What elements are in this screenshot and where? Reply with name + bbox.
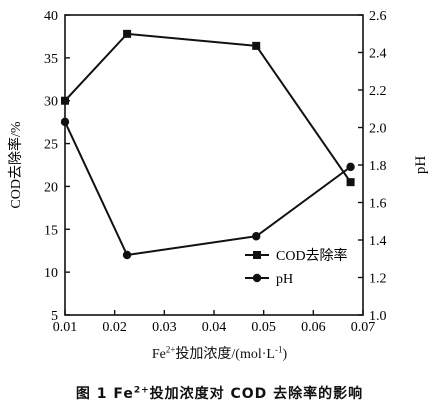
y-right-tick-label: 2.0 [369, 122, 387, 137]
y-right-tick-label: 1.4 [369, 234, 387, 249]
cod-removal-point [252, 41, 261, 50]
y-right-tick-label: 1.0 [369, 309, 387, 324]
cod-removal-point [346, 178, 355, 187]
series-line-cod-removal [64, 32, 352, 183]
y-right-tick-label: 2.6 [369, 9, 387, 24]
caption-prefix: 图 1 Fe [75, 386, 134, 402]
x-axis-label-sup2: -1 [274, 344, 283, 355]
y-left-axis-label: COD去除率/% [7, 121, 24, 208]
series-line-ph [64, 121, 352, 257]
y-left-tick-label: 15 [44, 223, 58, 238]
caption-sup: 2+ [133, 385, 150, 396]
axes-layer [64, 14, 364, 316]
legend-square-marker [253, 251, 261, 259]
legend: COD去除率 pH [245, 247, 348, 287]
x-tick-label: 0.03 [152, 320, 177, 335]
series-layer [60, 29, 355, 260]
ph-point [252, 232, 261, 241]
x-axis-label: Fe2+投加浓度/(mol·L-1) [0, 343, 439, 363]
x-tick-label: 0.04 [202, 320, 227, 335]
x-tick-label: 0.02 [102, 320, 127, 335]
y-left-tick-label: 10 [44, 266, 58, 281]
legend-label: pH [276, 272, 293, 287]
y-left-tick-label: 5 [51, 309, 58, 324]
y-right-tick-label: 1.2 [369, 272, 387, 287]
y-left-tick-label: 40 [44, 9, 58, 24]
caption-rest: 投加浓度对 COD 去除率的影响 [149, 386, 364, 402]
y-left-tick-label: 20 [44, 180, 58, 195]
x-tick-label: 0.05 [251, 320, 276, 335]
figure-caption: 图 1 Fe2+投加浓度对 COD 去除率的影响 [0, 383, 439, 403]
x-axis-label-end: ) [282, 347, 288, 362]
x-axis-label-main: 投加浓度/(mol·L [175, 347, 275, 362]
y-left-tick-label: 25 [44, 138, 58, 153]
y-left-tick-label: 30 [44, 95, 58, 110]
cod-removal-point [61, 96, 69, 105]
plot-frame [64, 14, 364, 316]
y-right-axis-label: pH [413, 156, 429, 175]
y-right-tick-label: 2.2 [369, 84, 387, 99]
ph-point [122, 250, 132, 260]
y-left-tick-label: 35 [44, 52, 58, 67]
x-tick-label: 0.01 [53, 320, 78, 335]
ph-point [60, 117, 70, 127]
x-tick-label: 0.06 [301, 320, 326, 335]
legend-circle-marker [252, 273, 262, 283]
x-axis-label-sup: 2+ [165, 344, 176, 355]
legend-label: COD去除率 [276, 247, 348, 264]
cod-removal-point [123, 29, 132, 38]
x-tick-label: 0.07 [351, 320, 376, 335]
ph-point [346, 162, 355, 172]
y-right-tick-label: 2.4 [369, 47, 387, 62]
y-right-tick-label: 1.6 [369, 197, 387, 212]
ticks-layer: 0.01 0.02 0.03 0.04 0.05 0.06 0.07 5 10 15 20 25 30 3… [44, 9, 387, 335]
dual-axis-line-chart: 0.01 0.02 0.03 0.04 0.05 0.06 0.07 5 10 15 20 25 30 3… [7, 9, 429, 335]
x-axis-label-prefix: Fe [151, 347, 166, 362]
y-right-tick-label: 1.8 [369, 159, 387, 174]
